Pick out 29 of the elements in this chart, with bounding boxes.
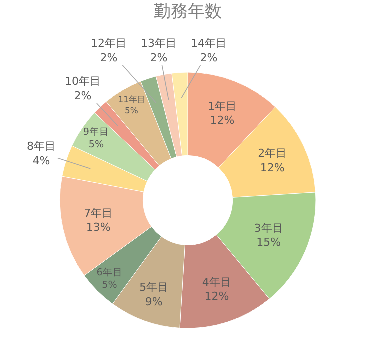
data-label: 13% bbox=[86, 221, 111, 234]
slice-label: 10年目 bbox=[65, 75, 101, 88]
slice-label: 8年目 bbox=[27, 140, 56, 153]
slice-label: 13年目 bbox=[141, 37, 177, 50]
slice-label: 6年目 bbox=[96, 266, 123, 279]
data-label: 12% bbox=[210, 114, 235, 128]
data-label: 15% bbox=[256, 236, 282, 250]
slice-label: 2年目 bbox=[258, 147, 288, 160]
data-label: 5% bbox=[102, 280, 118, 292]
slice-label: 1年目 bbox=[208, 100, 237, 113]
data-label: 2% bbox=[200, 51, 218, 64]
slice-label: 14年目 bbox=[191, 37, 227, 50]
data-label: 5% bbox=[124, 105, 138, 116]
data-label: 2% bbox=[100, 51, 118, 64]
slice-label: 12年目 bbox=[91, 37, 127, 50]
data-label: 2% bbox=[74, 89, 92, 102]
data-label: 2% bbox=[150, 51, 168, 64]
slice-label: 4年目 bbox=[202, 276, 232, 289]
slice-label: 5年目 bbox=[140, 281, 169, 294]
slice-label: 9年目 bbox=[83, 126, 110, 138]
data-label: 12% bbox=[204, 290, 230, 304]
slice-label: 11年目 bbox=[118, 94, 146, 104]
slice-label: 3年目 bbox=[254, 222, 284, 235]
data-label: 9% bbox=[145, 295, 163, 308]
slice-label: 7年目 bbox=[84, 206, 114, 220]
data-label: 4% bbox=[32, 154, 50, 168]
data-label: 5% bbox=[88, 140, 104, 151]
chart-title: 勤務年数 bbox=[154, 2, 222, 22]
data-label: 12% bbox=[260, 161, 285, 174]
